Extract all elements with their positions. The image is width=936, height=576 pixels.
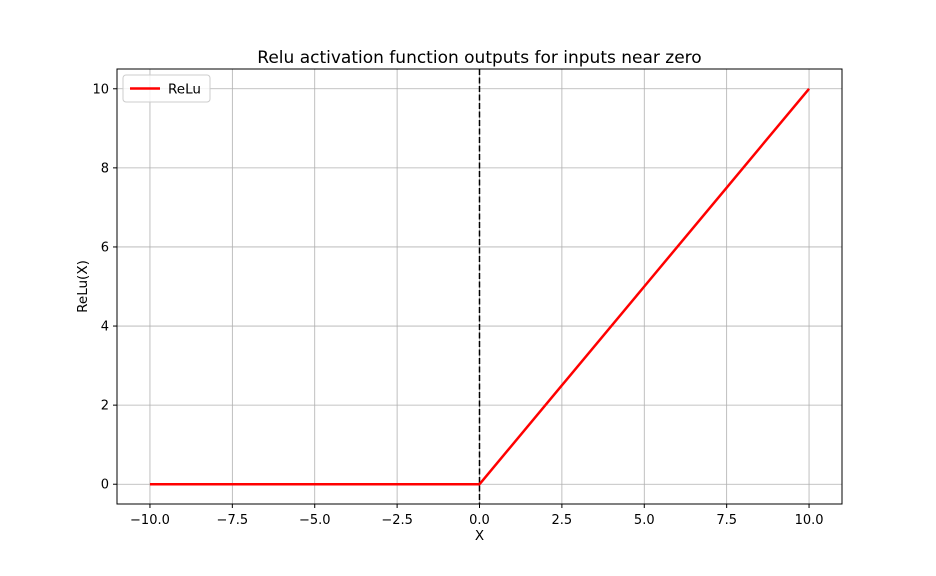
y-tick-label: 2 <box>101 399 109 414</box>
x-tick-label: −7.5 <box>217 513 249 528</box>
series-line-relu <box>149 87 811 486</box>
x-tick-label: 7.5 <box>716 513 737 528</box>
legend-label-relu: ReLu <box>168 82 201 98</box>
x-axis-title: X <box>475 528 484 544</box>
x-tick-label: 2.5 <box>552 513 573 528</box>
x-tick-label: 0.0 <box>469 513 490 528</box>
y-axis-ticks: 0 2 4 6 8 10 <box>92 82 117 493</box>
series-layer <box>149 87 811 486</box>
x-axis-ticks: −10.0 −7.5 −5.0 −2.5 0.0 2.5 5.0 7.5 10.0 <box>130 504 824 528</box>
y-tick-label: 8 <box>101 161 109 176</box>
chart-title: Relu activation function outputs for inp… <box>257 48 701 68</box>
x-tick-label: 10.0 <box>795 513 824 528</box>
legend-box <box>122 74 211 103</box>
y-axis-title: ReLu(X) <box>75 260 91 313</box>
x-tick-label: −5.0 <box>299 513 331 528</box>
x-tick-label: 5.0 <box>634 513 655 528</box>
x-tick-label: −2.5 <box>381 513 413 528</box>
y-tick-label: 0 <box>101 478 109 493</box>
y-tick-label: 4 <box>101 320 109 335</box>
y-tick-label: 10 <box>92 82 109 97</box>
y-tick-label: 6 <box>101 240 109 255</box>
legend: ReLu <box>122 74 211 103</box>
x-tick-label: −10.0 <box>130 513 170 528</box>
